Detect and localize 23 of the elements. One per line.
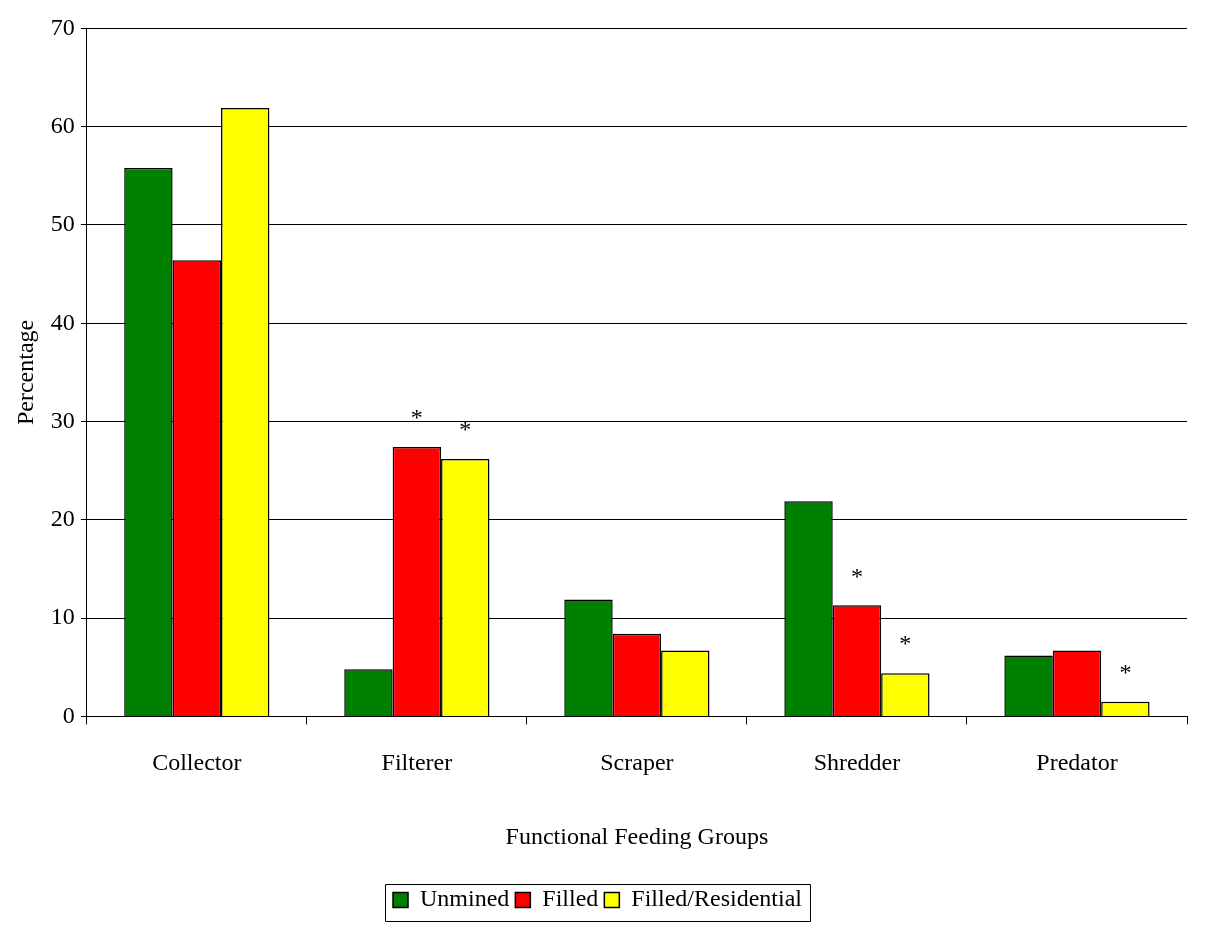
annotation: * [1119, 658, 1132, 685]
legend-label: Filled/Residential [631, 885, 803, 912]
x-tick-label: Predator [1036, 749, 1118, 776]
y-axis-title: Percentage [11, 319, 38, 426]
x-axis-title: Functional Feeding Groups [505, 822, 769, 849]
y-tick-label: 30 [50, 406, 75, 433]
y-tick-label: 20 [50, 505, 75, 532]
legend-label: Unmined [420, 885, 510, 912]
y-tick-label: 70 [50, 13, 75, 40]
y-tick-label: 60 [50, 111, 75, 138]
y-tick-label: 10 [50, 603, 75, 630]
x-tick-label: Scraper [600, 749, 674, 776]
y-tick-label: 0 [62, 701, 75, 728]
x-tick-label: Collector [152, 749, 242, 776]
y-tick-label: 50 [50, 210, 75, 237]
annotation: * [899, 630, 912, 657]
annotation: * [850, 562, 863, 589]
x-tick-label: Filterer [381, 749, 453, 776]
x-tick-label: Shredder [813, 749, 901, 776]
legend-label: Filled [542, 885, 599, 912]
y-tick-label: 40 [50, 308, 75, 335]
annotation: * [410, 404, 423, 431]
annotation: * [459, 416, 472, 443]
